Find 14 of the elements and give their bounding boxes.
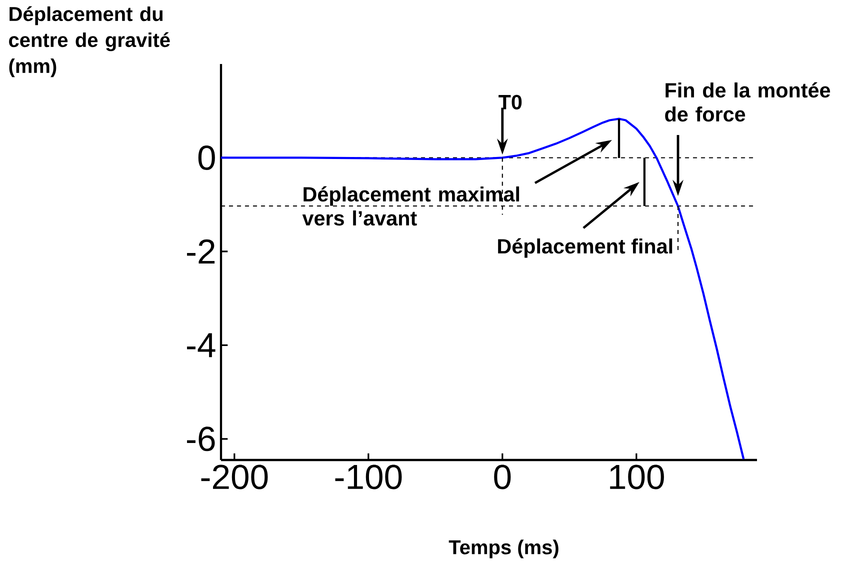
x-tick-label: -100 [335,464,402,490]
x-tick-label: 0 [494,464,511,490]
x-tick-label: 100 [610,464,664,490]
y-tick-label: -4 [187,333,216,358]
y-axis-title: Déplacement du centre de gravité (mm) [9,6,170,78]
y-tick-label: -6 [187,426,215,452]
x-tick-label: -200 [201,464,268,490]
annotation: T0 [498,94,522,110]
x-axis-title: Temps (ms) [448,540,558,558]
annotation: Déplacement maximal vers l’avant [302,186,520,226]
annotation: Déplacement final [498,238,672,258]
annotation: Fin de la montée de force [665,82,830,122]
y-tick-label: -2 [187,239,215,264]
y-tick-label: 0 [198,145,215,170]
